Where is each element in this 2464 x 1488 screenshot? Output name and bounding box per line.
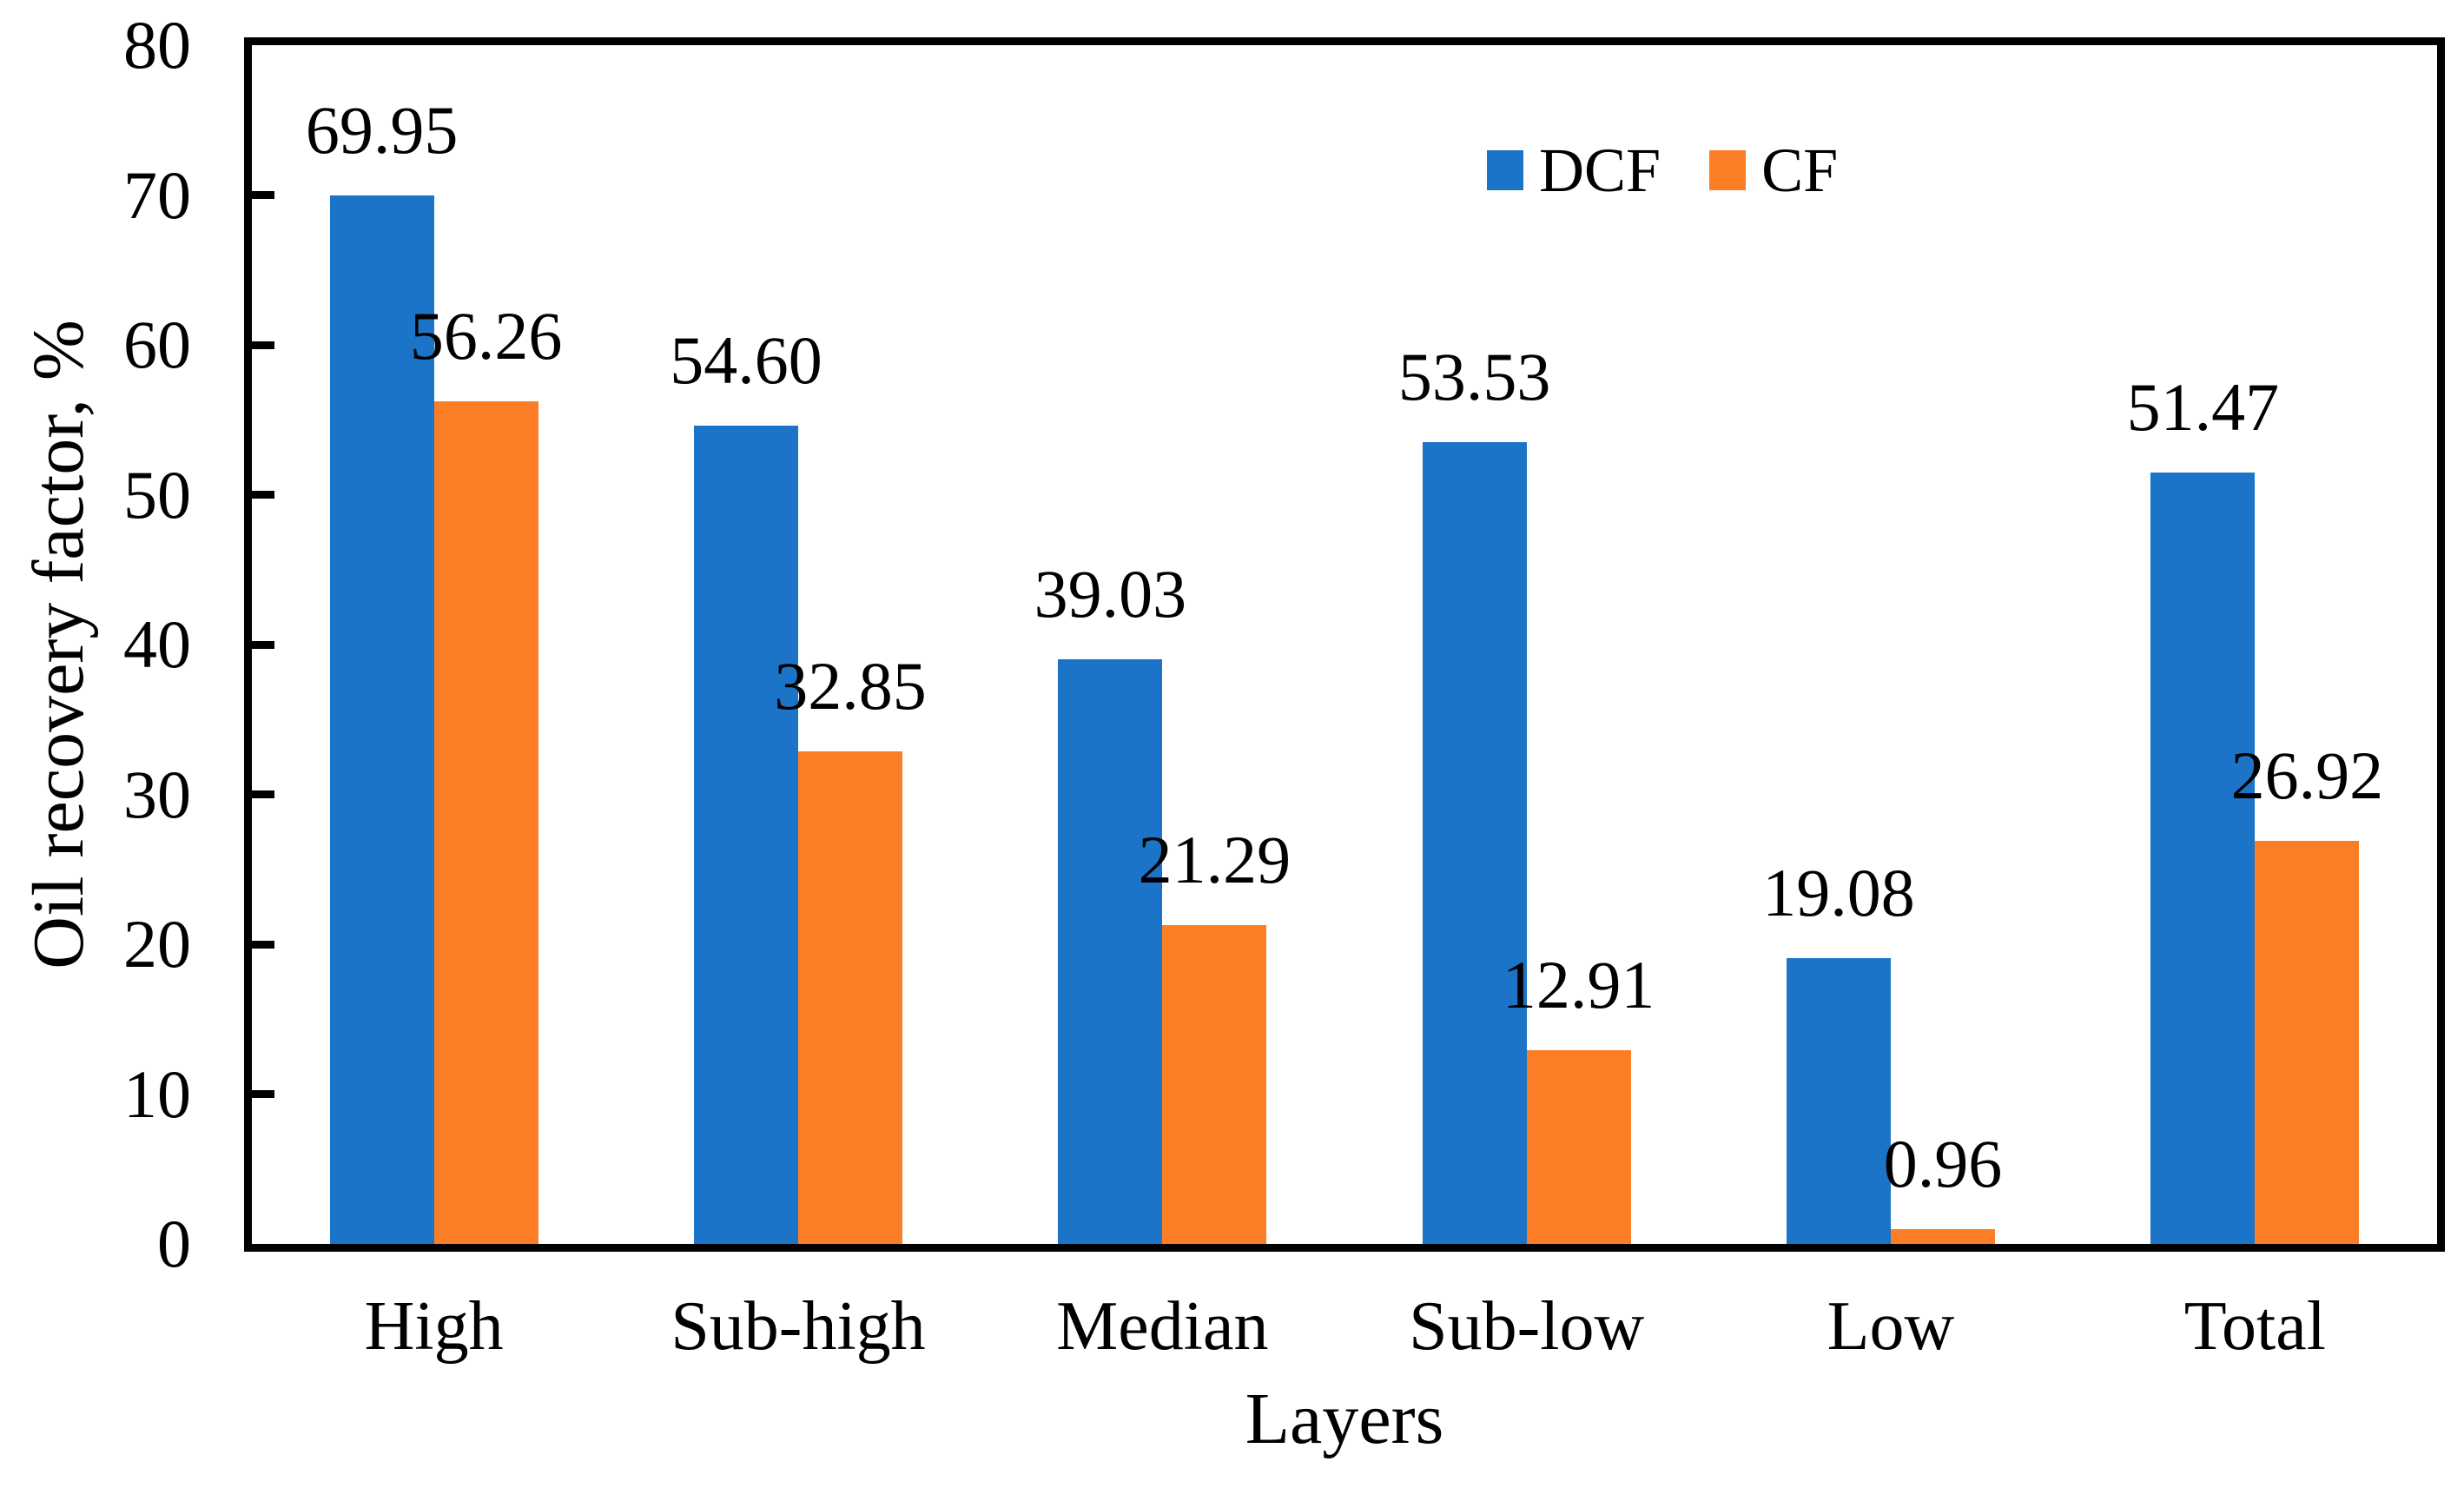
bar-dcf-sub-high bbox=[694, 426, 798, 1244]
legend-label-cf: CF bbox=[1761, 136, 1839, 205]
value-label-cf-sub-low: 12.91 bbox=[1502, 947, 1655, 1023]
y-tick-mark bbox=[252, 491, 274, 499]
value-label-cf-median: 21.29 bbox=[1138, 821, 1291, 897]
y-tick-mark bbox=[252, 790, 274, 798]
x-tick-label-low: Low bbox=[1827, 1288, 1955, 1365]
y-tick-label-70: 70 bbox=[123, 156, 191, 233]
bar-cf-high bbox=[433, 400, 538, 1244]
legend-swatch-dcf bbox=[1487, 150, 1523, 190]
y-tick-mark bbox=[252, 940, 274, 949]
value-label-cf-low: 0.96 bbox=[1883, 1126, 2003, 1202]
y-tick-label-30: 30 bbox=[123, 756, 191, 832]
bar-cf-low bbox=[1891, 1229, 1995, 1244]
bar-dcf-total bbox=[2150, 473, 2256, 1244]
legend-label-dcf: DCF bbox=[1539, 136, 1661, 205]
y-tick-mark bbox=[252, 640, 274, 649]
bar-dcf-low bbox=[1787, 957, 1891, 1244]
value-label-dcf-total: 51.47 bbox=[2126, 369, 2280, 446]
value-label-dcf-median: 39.03 bbox=[1034, 555, 1187, 632]
plot-inner: 69.95 56.26 54.60 32.85 39.03 21.29 53.53 12.91… bbox=[252, 45, 2437, 1244]
bar-cf-sub-low bbox=[1526, 1050, 1631, 1244]
y-tick-label-60: 60 bbox=[123, 307, 191, 382]
y-tick-label-50: 50 bbox=[123, 456, 191, 532]
y-tick-mark bbox=[252, 1090, 274, 1098]
x-tick-label-sub-high: Sub-high bbox=[670, 1288, 926, 1365]
y-tick-label-40: 40 bbox=[123, 606, 191, 682]
y-tick-label-20: 20 bbox=[123, 906, 191, 982]
y-tick-label-10: 10 bbox=[123, 1055, 191, 1132]
y-tick-mark bbox=[252, 341, 274, 349]
legend-item-cf: CF bbox=[1709, 139, 1838, 202]
x-tick-label-median: Median bbox=[1056, 1288, 1269, 1365]
x-tick-label-sub-low: Sub-low bbox=[1409, 1288, 1645, 1365]
bar-dcf-high bbox=[329, 195, 434, 1244]
value-label-cf-total: 26.92 bbox=[2230, 737, 2384, 813]
bar-cf-median bbox=[1162, 924, 1267, 1244]
legend: DCF CF bbox=[1487, 139, 1838, 202]
bar-cf-total bbox=[2255, 840, 2360, 1244]
value-label-dcf-sub-high: 54.60 bbox=[670, 322, 822, 399]
value-label-dcf-low: 19.08 bbox=[1762, 854, 1915, 930]
value-label-cf-high: 56.26 bbox=[409, 297, 563, 374]
value-label-cf-sub-high: 32.85 bbox=[774, 648, 927, 724]
y-tick-label-80: 80 bbox=[123, 7, 191, 83]
bar-cf-sub-high bbox=[798, 751, 902, 1244]
legend-swatch-cf bbox=[1709, 150, 1747, 190]
value-label-dcf-high: 69.95 bbox=[305, 92, 459, 169]
value-label-dcf-sub-low: 53.53 bbox=[1397, 338, 1551, 414]
bar-dcf-sub-low bbox=[1422, 441, 1527, 1244]
legend-item-dcf: DCF bbox=[1487, 139, 1661, 202]
x-tick-label-total: Total bbox=[2183, 1288, 2326, 1365]
y-tick-label-0: 0 bbox=[157, 1206, 191, 1281]
x-axis-title: Layers bbox=[1245, 1379, 1444, 1459]
x-tick-label-high: High bbox=[364, 1288, 504, 1365]
plot-area: 69.95 56.26 54.60 32.85 39.03 21.29 53.53 12.91… bbox=[244, 37, 2445, 1252]
y-tick-mark bbox=[252, 191, 274, 199]
bar-dcf-median bbox=[1058, 658, 1163, 1244]
